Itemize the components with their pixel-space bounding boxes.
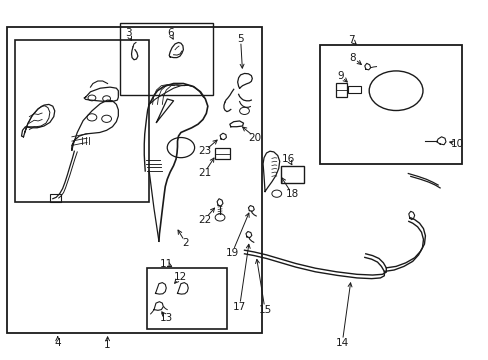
Text: 15: 15 [258, 305, 271, 315]
Text: 19: 19 [225, 248, 239, 258]
Text: 14: 14 [335, 338, 348, 348]
Bar [336, 83, 346, 97]
Bar [120, 23, 212, 95]
Bar [7, 27, 261, 333]
Text: 2: 2 [182, 238, 189, 248]
Text: 18: 18 [285, 189, 299, 199]
Text: 4: 4 [54, 338, 61, 348]
Text: 5: 5 [237, 33, 244, 44]
Text: 21: 21 [197, 168, 211, 178]
Bar [347, 86, 360, 93]
Text: 16: 16 [281, 154, 295, 164]
Text: 12: 12 [173, 272, 186, 282]
Text: 20: 20 [248, 132, 261, 143]
Text: 13: 13 [159, 312, 173, 323]
Text: 17: 17 [232, 302, 246, 312]
Text: 3: 3 [124, 28, 131, 39]
Bar [215, 148, 229, 159]
Bar [320, 45, 461, 164]
Text: 9: 9 [336, 71, 343, 81]
Bar [146, 268, 227, 329]
Text: 22: 22 [197, 215, 211, 225]
Text: 8: 8 [349, 53, 356, 63]
Bar [15, 40, 149, 202]
Text: 6: 6 [166, 28, 173, 39]
Text: 10: 10 [450, 139, 463, 149]
Bar [281, 166, 304, 183]
Bar [50, 194, 61, 202]
Text: 1: 1 [104, 340, 111, 350]
Text: 11: 11 [159, 258, 173, 269]
Text: 23: 23 [197, 146, 211, 156]
Text: 7: 7 [347, 35, 354, 45]
